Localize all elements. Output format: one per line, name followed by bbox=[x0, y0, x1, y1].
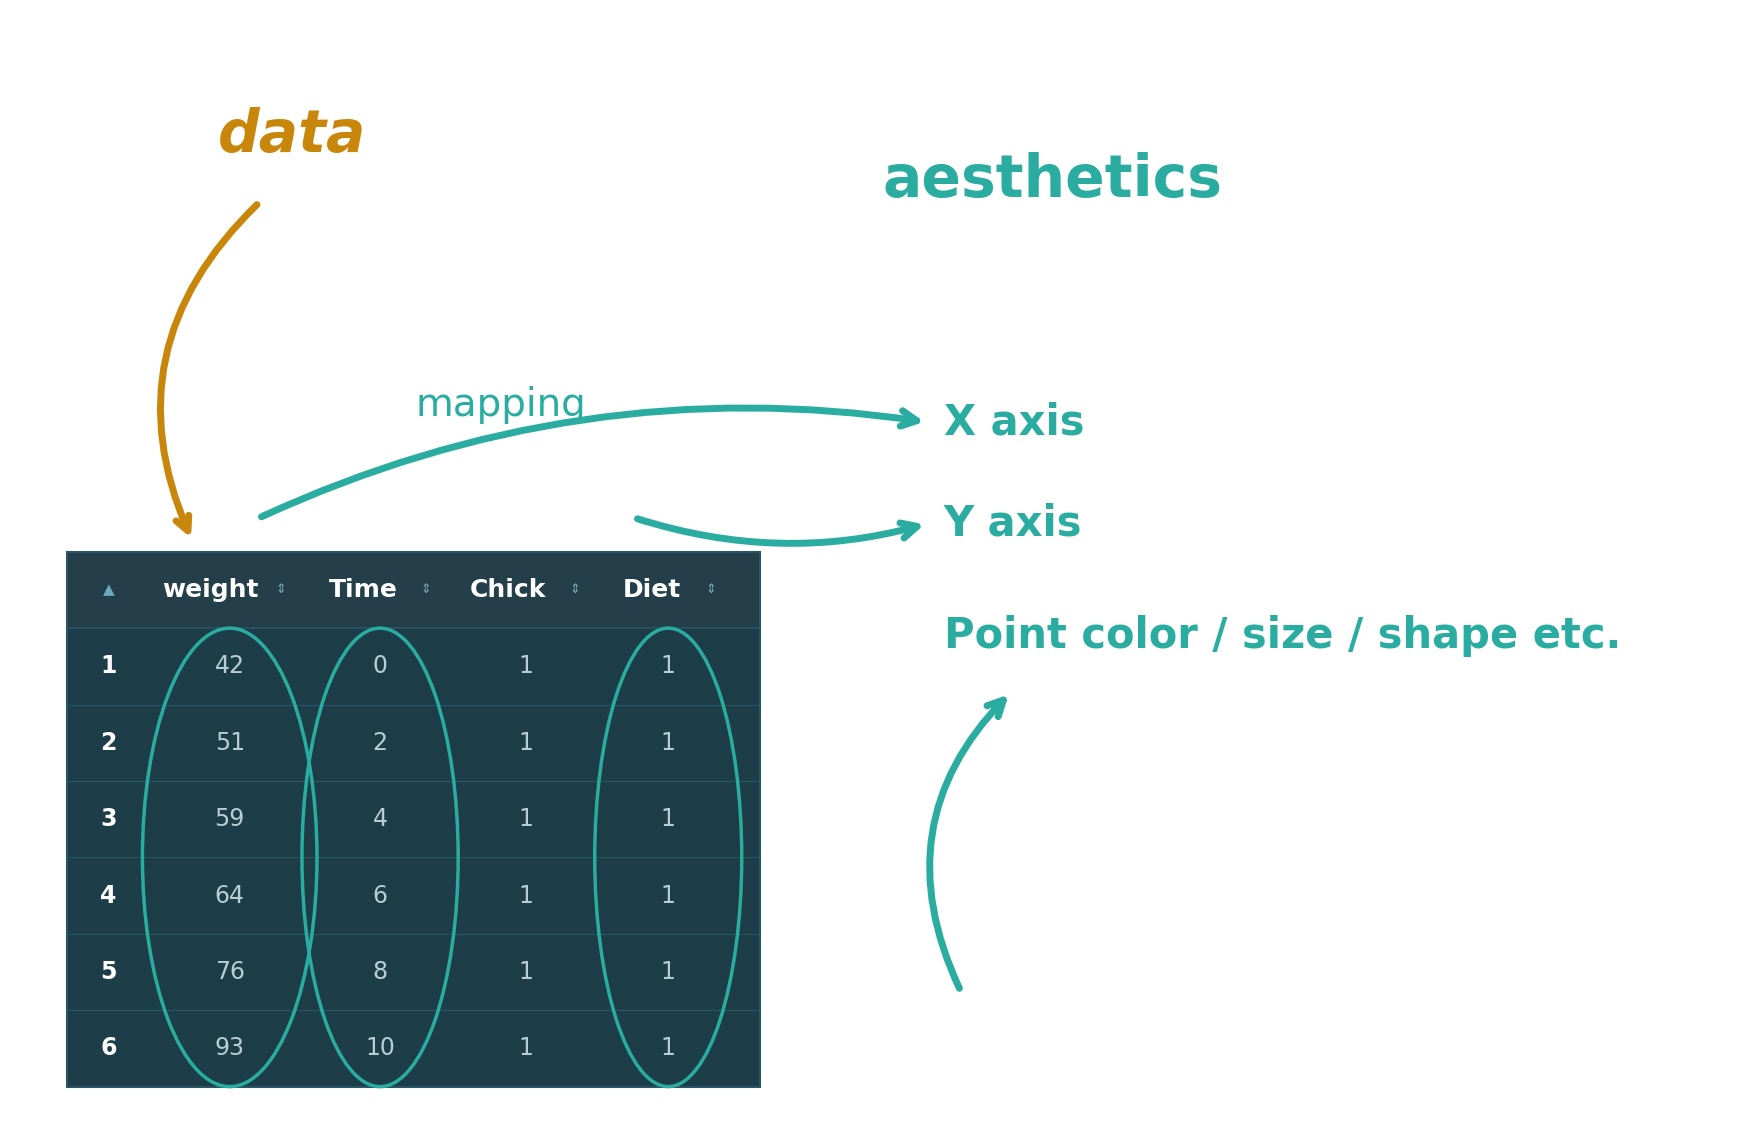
Text: 3: 3 bbox=[100, 807, 118, 831]
Bar bbox=[67, 552, 760, 628]
Text: ⇕: ⇕ bbox=[276, 583, 286, 597]
Text: weight: weight bbox=[161, 578, 258, 602]
Text: 1: 1 bbox=[518, 731, 534, 754]
Text: 64: 64 bbox=[214, 884, 244, 908]
Text: 1: 1 bbox=[660, 654, 676, 678]
Text: 4: 4 bbox=[372, 807, 388, 831]
Text: 59: 59 bbox=[214, 807, 244, 831]
Text: 6: 6 bbox=[372, 884, 388, 908]
Text: ⇕: ⇕ bbox=[706, 583, 716, 597]
Text: 1: 1 bbox=[660, 1036, 676, 1061]
Text: 93: 93 bbox=[214, 1036, 244, 1061]
Text: 1: 1 bbox=[660, 960, 676, 984]
Text: data: data bbox=[218, 107, 367, 163]
Text: ⇕: ⇕ bbox=[419, 583, 430, 597]
Text: 1: 1 bbox=[518, 960, 534, 984]
Text: 2: 2 bbox=[100, 731, 118, 754]
Text: 5: 5 bbox=[100, 960, 118, 984]
Text: mapping: mapping bbox=[416, 386, 586, 425]
Text: X axis: X axis bbox=[944, 401, 1085, 444]
Text: 1: 1 bbox=[660, 807, 676, 831]
Text: 1: 1 bbox=[660, 884, 676, 908]
Text: Time: Time bbox=[328, 578, 397, 602]
Text: 51: 51 bbox=[214, 731, 244, 754]
Text: 76: 76 bbox=[214, 960, 244, 984]
Text: 6: 6 bbox=[100, 1036, 118, 1061]
Text: Diet: Diet bbox=[623, 578, 681, 602]
Text: 0: 0 bbox=[372, 654, 388, 678]
Text: 1: 1 bbox=[518, 884, 534, 908]
Text: 1: 1 bbox=[518, 654, 534, 678]
Text: Point color / size / shape etc.: Point color / size / shape etc. bbox=[944, 615, 1620, 658]
Text: 42: 42 bbox=[214, 654, 244, 678]
Text: 1: 1 bbox=[518, 807, 534, 831]
Text: 2: 2 bbox=[372, 731, 388, 754]
Text: 1: 1 bbox=[100, 654, 118, 678]
Text: 4: 4 bbox=[100, 884, 118, 908]
Text: 8: 8 bbox=[372, 960, 388, 984]
Bar bbox=[67, 552, 760, 1087]
Text: Chick: Chick bbox=[470, 578, 546, 602]
Text: 10: 10 bbox=[365, 1036, 395, 1061]
Text: aesthetics: aesthetics bbox=[883, 152, 1221, 208]
Text: Y axis: Y axis bbox=[944, 502, 1081, 545]
Text: ▲: ▲ bbox=[102, 582, 114, 598]
Text: 1: 1 bbox=[660, 731, 676, 754]
Text: ⇕: ⇕ bbox=[569, 583, 579, 597]
Text: 1: 1 bbox=[518, 1036, 534, 1061]
Bar bbox=[67, 552, 760, 1087]
